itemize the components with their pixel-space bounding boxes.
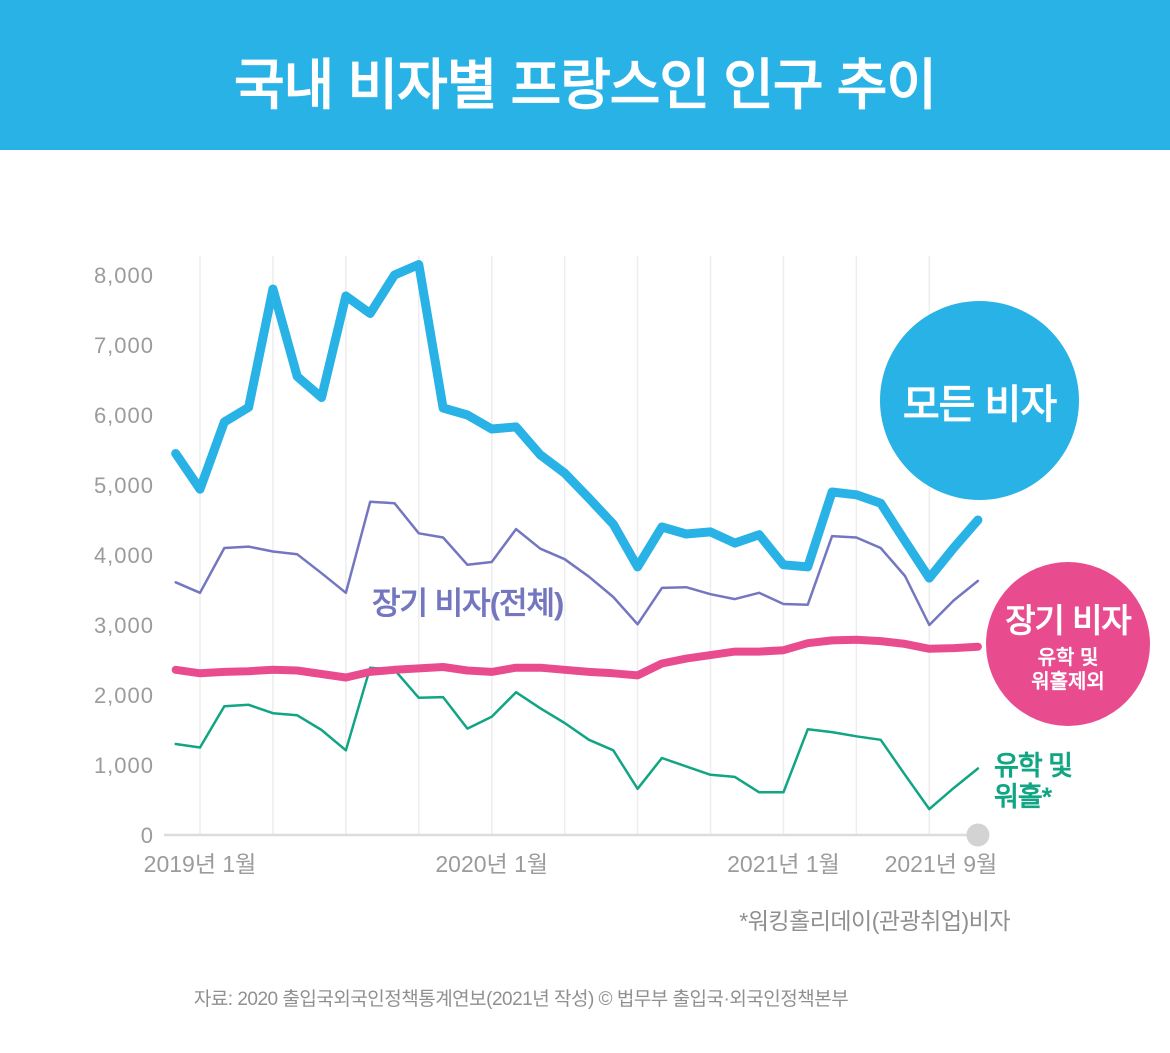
- title-banner: 국내 비자별 프랑스인 인구 추이: [0, 0, 1170, 150]
- legend-sublabel-line1: 유학 및: [1037, 646, 1099, 669]
- y-axis-tick-label: 1,000: [94, 753, 154, 778]
- y-axis-tick-label: 7,000: [94, 333, 154, 358]
- y-axis-tick-label: 5,000: [94, 473, 154, 498]
- end-marker-dot: [966, 823, 990, 847]
- page-title: 국내 비자별 프랑스인 인구 추이: [234, 54, 937, 116]
- y-axis-tick-label: 6,000: [94, 403, 154, 428]
- line-study-working-holiday: [174, 666, 980, 811]
- line-long-term-excl-study-wh: [171, 635, 982, 682]
- line-long-term-total: [174, 500, 980, 627]
- legend-study-wh-line1: 유학 및: [994, 751, 1073, 781]
- footnote-working-holiday: *워킹홀리데이(관광취업)비자: [739, 908, 1010, 934]
- source-credit: 자료: 2020 출입국외국인정책통계연보(2021년 작성) © 법무부 출입…: [193, 989, 849, 1010]
- x-axis-tick-label: 2021년 1월: [727, 851, 840, 877]
- legend-label-long-term-total: 장기 비자(전체): [372, 586, 564, 621]
- x-axis-tick-label: 2019년 1월: [144, 851, 257, 877]
- legend-bubble-long-term-excl: 장기 비자 유학 및 워홀제외: [986, 562, 1150, 726]
- legend-label-all-visas: 모든 비자: [902, 382, 1057, 427]
- y-axis-tick-label: 3,000: [94, 613, 154, 638]
- y-axis-tick-label: 0: [141, 823, 154, 848]
- y-axis-tick-label: 2,000: [94, 683, 154, 708]
- legend-label-study-working-holiday: 유학 및 워홀*: [994, 751, 1073, 813]
- x-axis-tick-label: 2021년 9월: [885, 851, 998, 877]
- x-axis-tick-label: 2020년 1월: [435, 851, 548, 877]
- legend-study-wh-line2: 워홀*: [994, 782, 1052, 813]
- legend-sublabel-line2: 워홀제외: [1031, 671, 1105, 693]
- legend-label-long-term: 장기 비자: [1005, 601, 1132, 639]
- line-all-visas: [171, 260, 983, 583]
- legend-bubble-all-visas: 모든 비자: [880, 301, 1079, 500]
- y-axis-tick-label: 8,000: [94, 263, 154, 288]
- y-axis-tick-label: 4,000: [94, 543, 154, 568]
